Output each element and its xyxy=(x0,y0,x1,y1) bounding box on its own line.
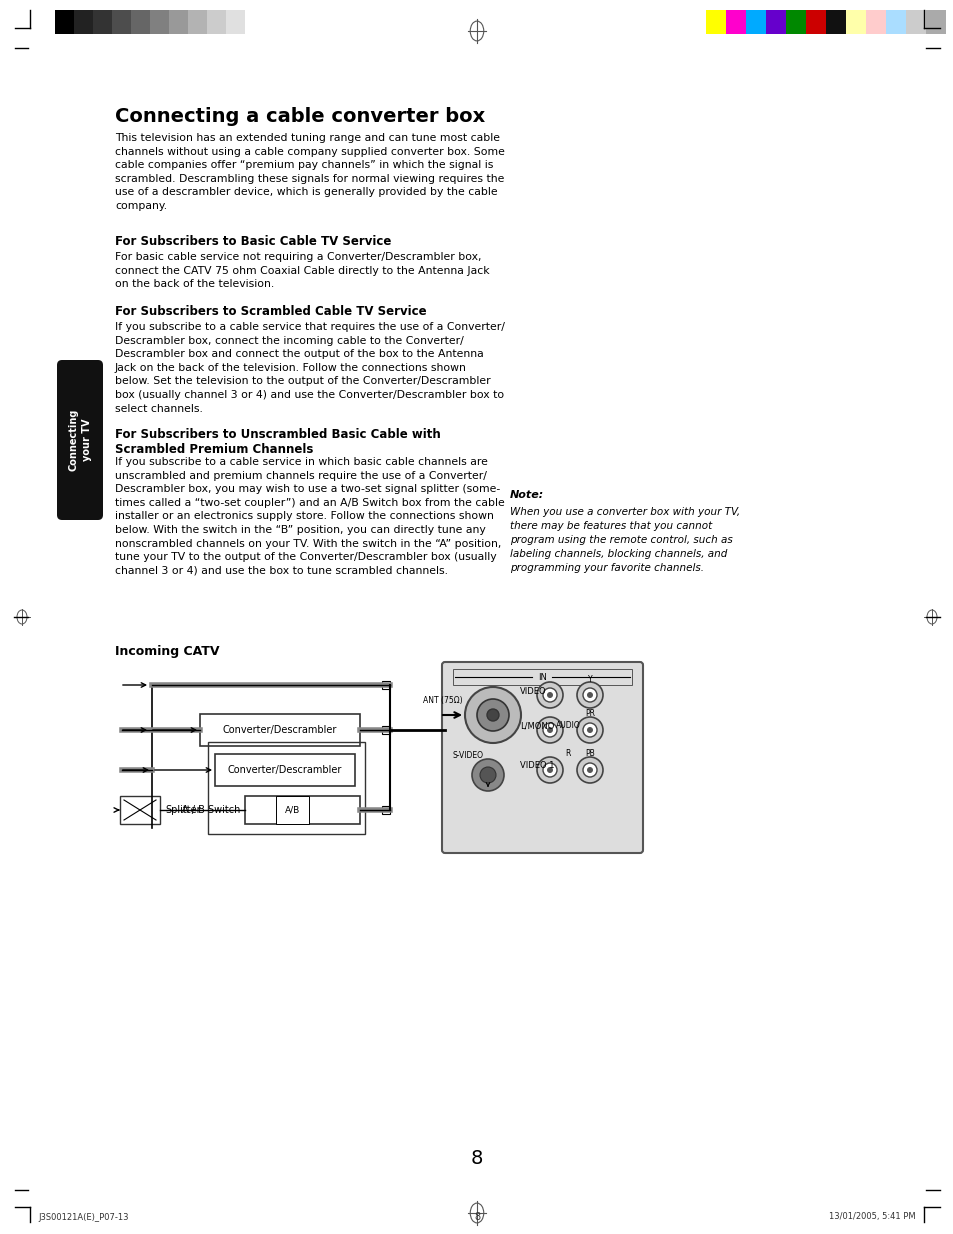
Text: If you subscribe to a cable service that requires the use of a Converter/
Descra: If you subscribe to a cable service that… xyxy=(115,322,504,413)
Text: Converter/Descrambler: Converter/Descrambler xyxy=(223,726,336,735)
Ellipse shape xyxy=(926,610,936,624)
Bar xyxy=(905,10,925,35)
Bar xyxy=(150,10,169,35)
Circle shape xyxy=(546,692,553,698)
Bar xyxy=(207,10,226,35)
Circle shape xyxy=(542,763,557,777)
Ellipse shape xyxy=(17,610,27,624)
Text: L/MONO: L/MONO xyxy=(519,722,554,731)
Bar xyxy=(214,754,355,786)
FancyBboxPatch shape xyxy=(441,661,642,853)
Text: For Subscribers to Unscrambled Basic Cable with
Scrambled Premium Channels: For Subscribers to Unscrambled Basic Cab… xyxy=(115,428,440,457)
Circle shape xyxy=(586,692,593,698)
Circle shape xyxy=(464,687,520,743)
Circle shape xyxy=(542,723,557,737)
Circle shape xyxy=(537,756,562,784)
Bar xyxy=(381,726,390,734)
Bar xyxy=(55,10,74,35)
Circle shape xyxy=(537,717,562,743)
Circle shape xyxy=(577,756,602,784)
Bar xyxy=(805,10,825,35)
Bar xyxy=(825,10,845,35)
Bar xyxy=(705,10,725,35)
Text: If you subscribe to a cable service in which basic cable channels are
unscramble: If you subscribe to a cable service in w… xyxy=(115,457,504,576)
Text: Converter/Descrambler: Converter/Descrambler xyxy=(228,765,342,775)
Text: When you use a converter box with your TV,
there may be features that you cannot: When you use a converter box with your T… xyxy=(510,507,740,573)
Bar xyxy=(765,10,785,35)
FancyBboxPatch shape xyxy=(57,360,103,520)
Text: Note:: Note: xyxy=(510,490,543,500)
Circle shape xyxy=(586,727,593,733)
Bar xyxy=(725,10,745,35)
Text: For Subscribers to Basic Cable TV Service: For Subscribers to Basic Cable TV Servic… xyxy=(115,234,391,248)
Text: A/B: A/B xyxy=(285,806,300,814)
Circle shape xyxy=(486,710,498,721)
Circle shape xyxy=(472,759,503,791)
Text: This television has an extended tuning range and can tune most cable
channels wi: This television has an extended tuning r… xyxy=(115,133,504,211)
Text: Splitter: Splitter xyxy=(165,805,200,814)
Ellipse shape xyxy=(470,21,483,41)
Text: For Subscribers to Scrambled Cable TV Service: For Subscribers to Scrambled Cable TV Se… xyxy=(115,305,426,318)
Circle shape xyxy=(577,682,602,708)
Bar xyxy=(188,10,207,35)
Text: PR: PR xyxy=(584,710,595,718)
Bar xyxy=(865,10,885,35)
Bar xyxy=(92,10,112,35)
Bar xyxy=(885,10,905,35)
Bar xyxy=(74,10,92,35)
Text: R: R xyxy=(565,749,570,759)
Circle shape xyxy=(582,723,597,737)
Bar xyxy=(208,742,365,834)
Bar xyxy=(112,10,131,35)
Text: Incoming CATV: Incoming CATV xyxy=(115,645,219,658)
Text: ANT (75Ω): ANT (75Ω) xyxy=(423,696,462,705)
Circle shape xyxy=(476,698,509,731)
Text: A / B Switch: A / B Switch xyxy=(181,805,240,814)
Circle shape xyxy=(537,682,562,708)
Bar xyxy=(925,10,945,35)
Circle shape xyxy=(577,717,602,743)
Circle shape xyxy=(546,768,553,772)
Text: 8: 8 xyxy=(471,1149,482,1167)
Circle shape xyxy=(479,768,496,784)
Bar xyxy=(245,796,359,824)
Bar xyxy=(120,796,160,824)
Text: AUDIO: AUDIO xyxy=(555,722,579,731)
Text: Connecting
your TV: Connecting your TV xyxy=(69,408,91,471)
Bar xyxy=(745,10,765,35)
Text: 13/01/2005, 5:41 PM: 13/01/2005, 5:41 PM xyxy=(828,1213,915,1222)
Circle shape xyxy=(546,727,553,733)
Bar xyxy=(381,681,390,689)
Bar xyxy=(453,669,631,685)
Ellipse shape xyxy=(470,1203,483,1223)
Bar xyxy=(226,10,245,35)
Bar xyxy=(245,10,264,35)
Circle shape xyxy=(582,689,597,702)
Text: PB: PB xyxy=(584,749,595,759)
Text: 8: 8 xyxy=(474,1212,479,1222)
Text: S-VIDEO: S-VIDEO xyxy=(453,750,483,759)
Text: VIDEO 1: VIDEO 1 xyxy=(519,761,554,770)
Bar xyxy=(200,714,359,747)
Bar xyxy=(785,10,805,35)
Text: Y: Y xyxy=(587,675,592,684)
Bar xyxy=(845,10,865,35)
Circle shape xyxy=(542,689,557,702)
Text: VIDEO: VIDEO xyxy=(519,686,546,696)
Circle shape xyxy=(586,768,593,772)
Text: J3S00121A(E)_P07-13: J3S00121A(E)_P07-13 xyxy=(38,1213,129,1222)
Text: IN: IN xyxy=(537,673,546,681)
Bar xyxy=(169,10,188,35)
Bar xyxy=(131,10,150,35)
Text: For basic cable service not requiring a Converter/Descrambler box,
connect the C: For basic cable service not requiring a … xyxy=(115,252,489,289)
Bar xyxy=(381,806,390,814)
Circle shape xyxy=(582,763,597,777)
Text: Connecting a cable converter box: Connecting a cable converter box xyxy=(115,107,485,126)
